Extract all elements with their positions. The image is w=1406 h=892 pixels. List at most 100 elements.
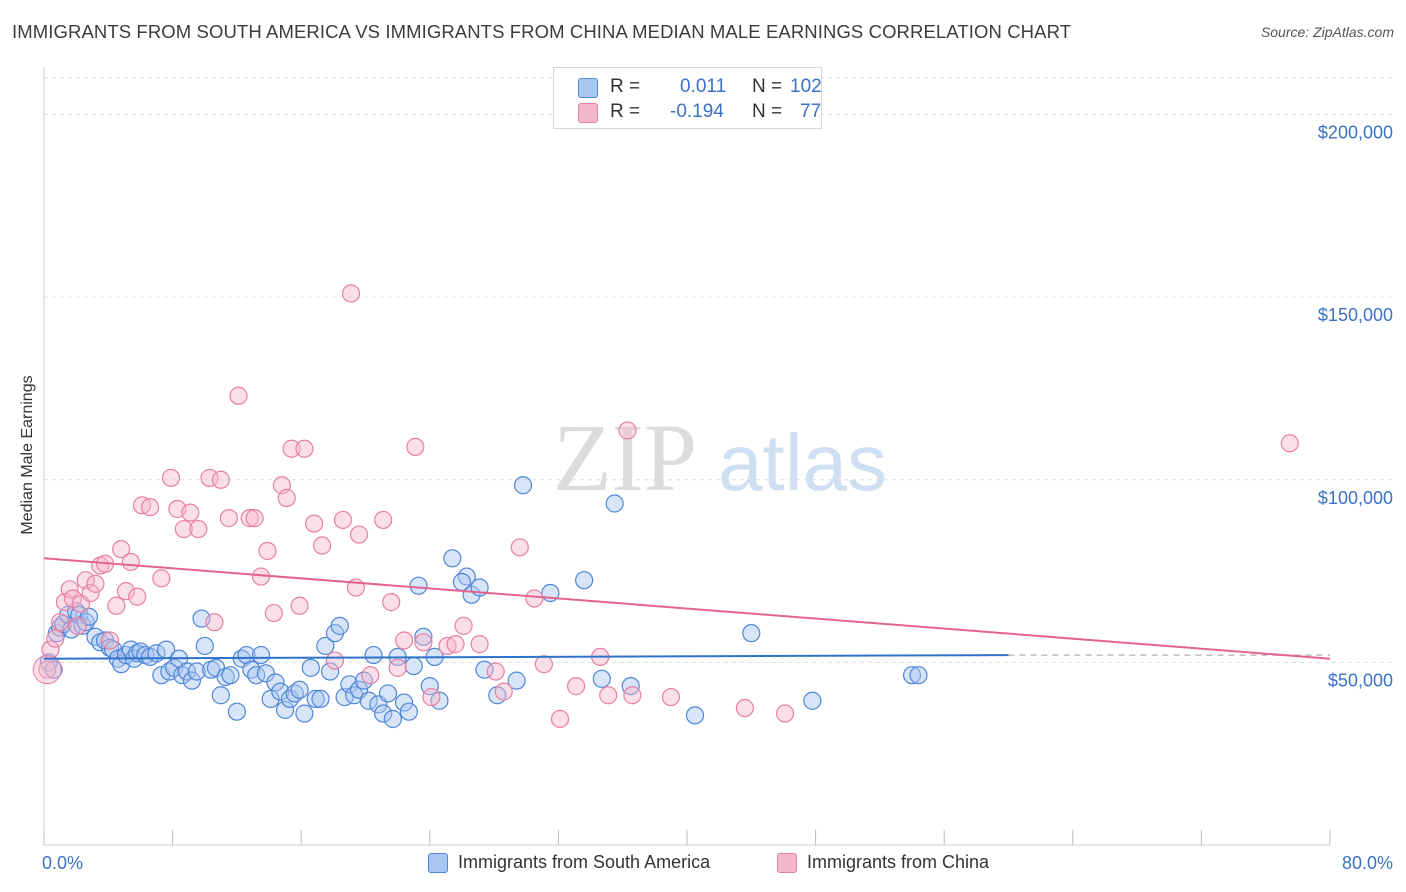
scatter-point: [382, 593, 401, 612]
scatter-point: [443, 549, 462, 568]
scatter-point: [404, 656, 423, 676]
scatter-point: [237, 645, 256, 665]
scatter-point: [304, 514, 324, 533]
scatter-point: [211, 686, 230, 705]
scatter-point: [494, 682, 513, 701]
scatter-point: [525, 589, 544, 608]
legend-swatch-pink: [777, 852, 797, 873]
scatter-point: [340, 675, 359, 694]
scatter-point: [251, 645, 271, 665]
stats-n-label: N =: [752, 101, 783, 122]
scatter-point: [295, 704, 314, 723]
scatter-point: [128, 587, 147, 606]
scatter-point: [406, 437, 425, 456]
scatter-point: [446, 635, 465, 654]
legend-item-china[interactable]: Immigrants from China: [777, 852, 989, 873]
scatter-point: [174, 519, 193, 539]
scatter-point: [258, 541, 277, 561]
stats-swatch-pink: [578, 103, 598, 123]
scatter-point: [685, 706, 705, 725]
scatter-point: [221, 666, 240, 685]
scatter-point: [374, 510, 393, 530]
scatter-point: [399, 702, 419, 721]
stats-r-label: R =: [610, 76, 641, 97]
scatter-point: [1280, 434, 1299, 453]
y-tick-label: $50,000: [1328, 670, 1393, 690]
scatter-point: [742, 624, 761, 643]
scatter-point: [261, 689, 280, 709]
legend-label-china: Immigrants from China: [807, 852, 990, 872]
scatter-point: [550, 709, 570, 729]
trend-line-china: [43, 557, 1331, 660]
scatter-point: [50, 613, 70, 632]
scatter-point: [311, 689, 330, 709]
scatter-point: [181, 503, 200, 522]
legend-item-south-america[interactable]: Immigrants from South America: [428, 852, 710, 873]
legend-swatch-blue: [428, 852, 448, 873]
scatter-point: [409, 576, 428, 595]
scatter-point: [321, 662, 340, 681]
scatter-point: [383, 709, 402, 729]
scatter-point: [242, 660, 261, 679]
scatter-point: [280, 689, 300, 709]
scatter-point: [86, 627, 105, 646]
scatter-point: [333, 510, 353, 530]
scatter-point: [803, 691, 822, 710]
scatter-point: [414, 627, 433, 646]
scatter-point: [575, 571, 594, 590]
series-legend: Immigrants from South America Immigrants…: [0, 852, 1406, 876]
scatter-point: [364, 645, 383, 665]
scatter-point: [256, 664, 275, 683]
scatter-point: [205, 613, 224, 632]
scatter-point: [195, 636, 214, 656]
scatter-point: [470, 635, 489, 654]
scatter-point: [316, 636, 335, 656]
scatter-point: [282, 439, 301, 458]
scatter-point: [599, 686, 618, 705]
scatter-point: [107, 596, 126, 615]
scatter-point: [361, 666, 380, 685]
scatter-point: [44, 660, 63, 679]
watermark-zip: ZIP: [553, 404, 697, 511]
y-tick-labels: $50,000 $100,000 $150,000 $200,000: [1318, 123, 1393, 691]
scatter-point: [621, 677, 640, 696]
chart-title: IMMIGRANTS FROM SOUTH AMERICA VS IMMIGRA…: [12, 21, 1072, 42]
stats-legend: R = 0.011 N = 102 R = -0.194 N = 77: [553, 67, 822, 129]
scatter-point: [454, 616, 473, 635]
scatter-point: [100, 631, 120, 650]
x-tick-label-min: 0.0%: [42, 853, 83, 873]
y-axis-label: Median Male Earnings: [19, 375, 36, 535]
scatter-point: [330, 616, 349, 635]
stats-r-label: R =: [610, 101, 641, 122]
scatter-point: [264, 603, 283, 623]
trend-lines: [43, 557, 1331, 660]
scatter-point: [227, 702, 246, 721]
scatter-point: [290, 680, 309, 699]
y-tick-label: $150,000: [1318, 305, 1393, 325]
scatter-point-cluster: [32, 655, 62, 685]
scatter-point: [182, 671, 201, 690]
scatter-point: [510, 538, 529, 557]
scatter-point: [211, 470, 230, 489]
source-label: Source: ZipAtlas.com: [1260, 24, 1394, 40]
scatter-point: [229, 386, 248, 405]
y-tick-label: $100,000: [1318, 488, 1393, 508]
scatter-point: [187, 662, 206, 681]
scatter-point: [592, 669, 611, 688]
series-south-america-points: [39, 476, 928, 729]
stats-n-label: N =: [752, 76, 783, 97]
scatter-point: [116, 582, 136, 601]
scatter-point: [475, 660, 494, 679]
stats-r-value: 0.011: [680, 76, 727, 97]
scatter-point: [219, 509, 238, 528]
scatter-point: [422, 687, 441, 707]
scatter-point: [277, 488, 296, 508]
watermark-atlas: atlas: [718, 418, 887, 507]
scatter-point: [394, 693, 414, 712]
scatter-point: [161, 468, 181, 488]
scatter-point: [38, 660, 57, 679]
scatter-point: [623, 686, 642, 705]
scatter-point: [902, 666, 922, 685]
scatter-point: [457, 567, 476, 586]
